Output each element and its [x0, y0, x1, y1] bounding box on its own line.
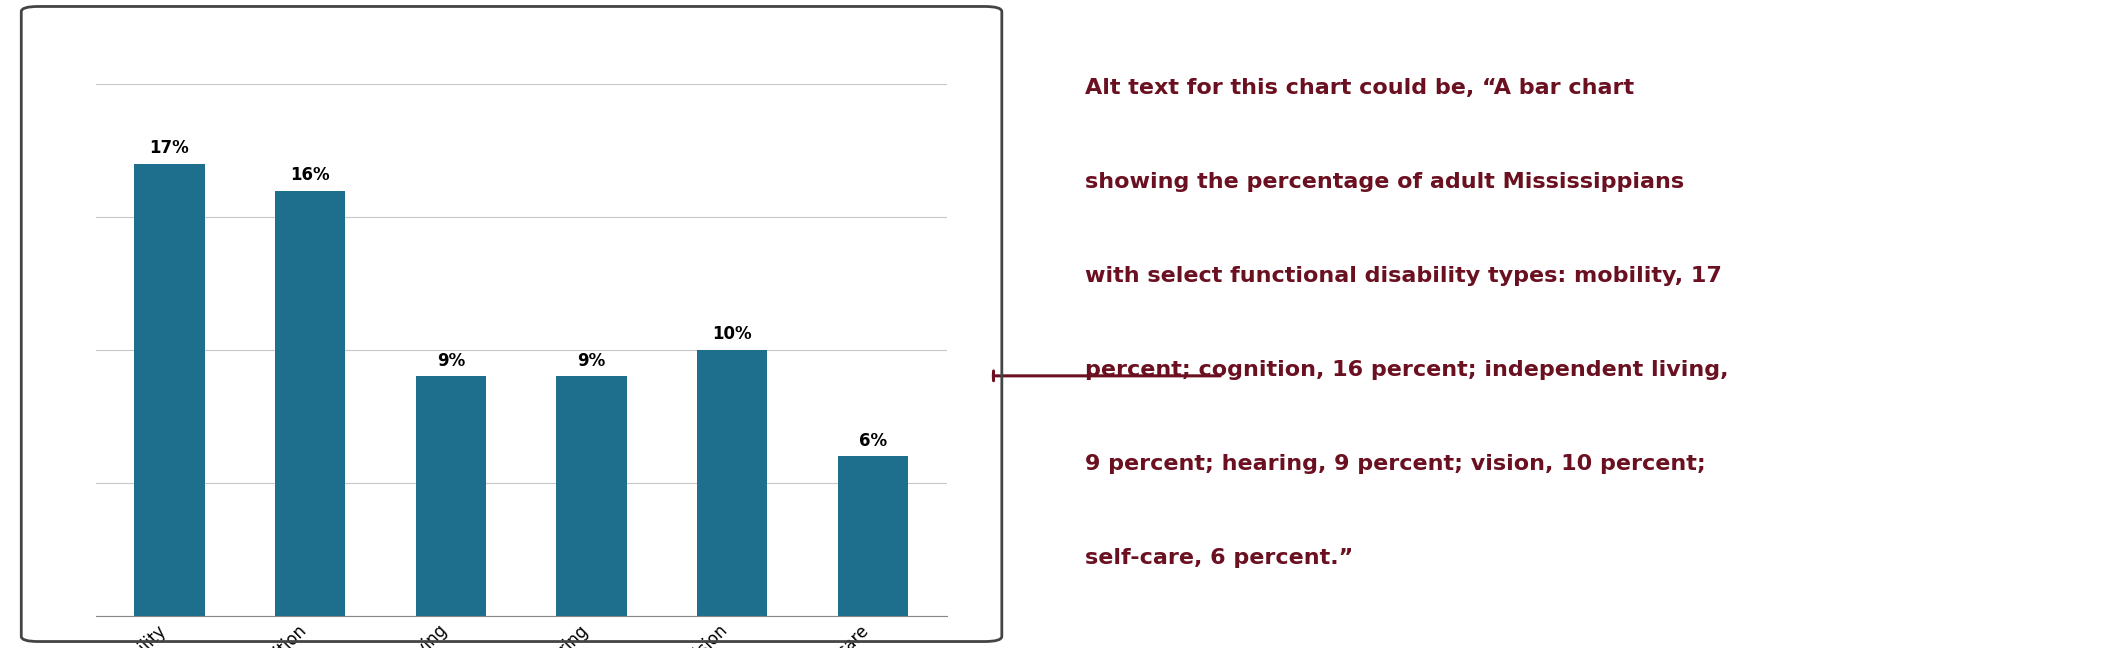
Bar — [557, 376, 627, 616]
Bar — [274, 191, 345, 616]
Text: 10%: 10% — [713, 325, 751, 343]
Bar — [134, 164, 204, 616]
Text: self-care, 6 percent.”: self-care, 6 percent.” — [1085, 548, 1353, 568]
Bar — [415, 376, 485, 616]
Text: 9%: 9% — [576, 352, 606, 370]
Text: 6%: 6% — [859, 432, 887, 450]
Bar — [838, 456, 908, 616]
Text: percent; cognition, 16 percent; independent living,: percent; cognition, 16 percent; independ… — [1085, 360, 1729, 380]
Text: Alt text for this chart could be, “A bar chart: Alt text for this chart could be, “A bar… — [1085, 78, 1634, 98]
Text: with select functional disability types: mobility, 17: with select functional disability types:… — [1085, 266, 1721, 286]
Text: showing the percentage of adult Mississippians: showing the percentage of adult Mississi… — [1085, 172, 1685, 192]
Text: 9%: 9% — [436, 352, 466, 370]
Bar — [698, 350, 768, 616]
Text: 9 percent; hearing, 9 percent; vision, 10 percent;: 9 percent; hearing, 9 percent; vision, 1… — [1085, 454, 1706, 474]
Text: 16%: 16% — [291, 166, 330, 184]
Text: 17%: 17% — [149, 139, 189, 157]
